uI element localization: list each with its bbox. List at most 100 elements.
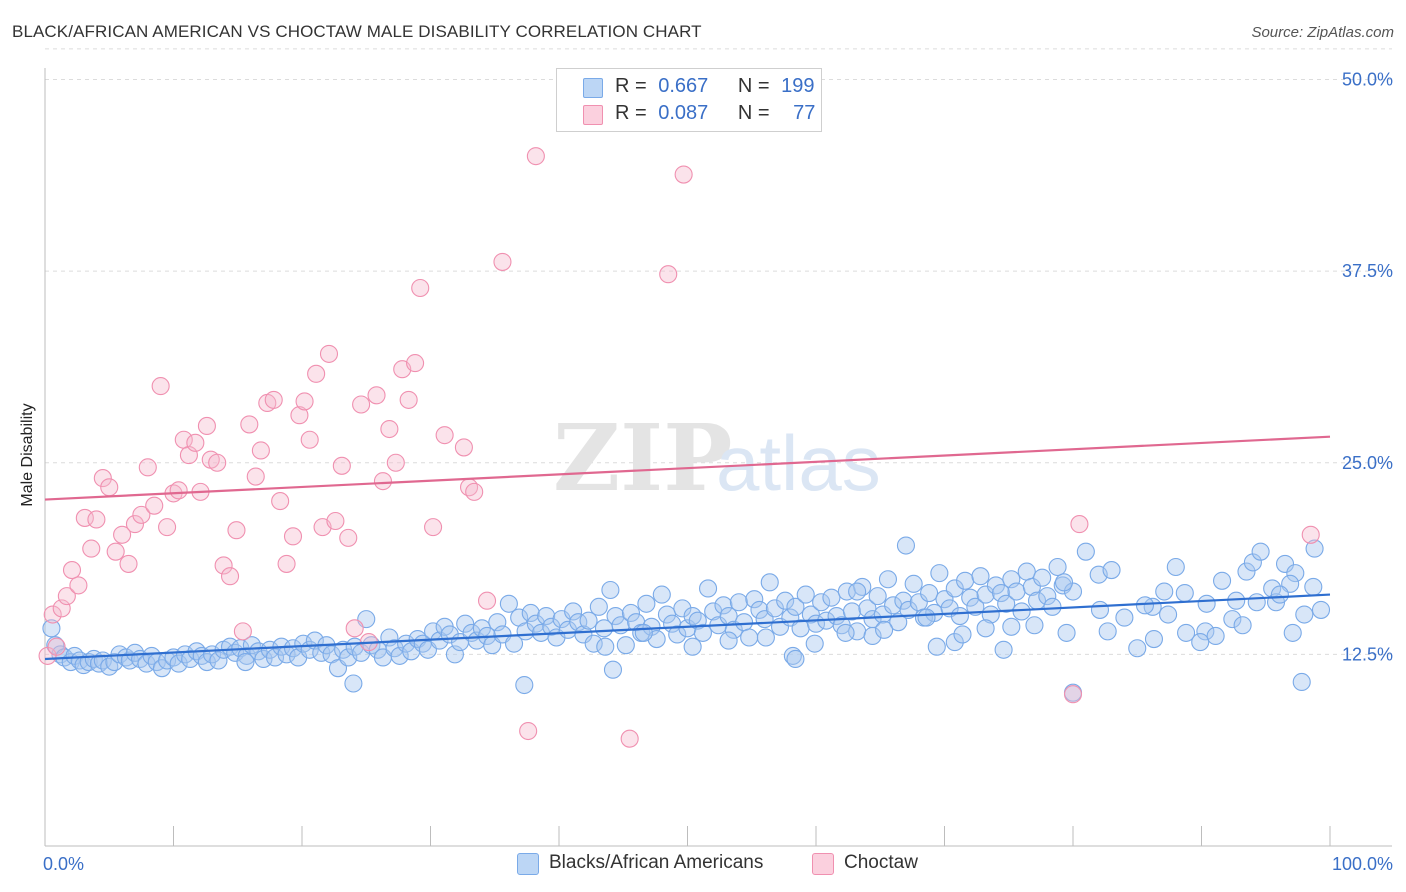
- point-choctaw: [526, 147, 545, 166]
- point-blacks: [42, 619, 61, 638]
- point-blacks: [526, 614, 545, 633]
- point-blacks: [945, 633, 964, 652]
- point-blacks: [994, 640, 1013, 659]
- point-choctaw: [406, 354, 425, 373]
- point-blacks: [734, 613, 754, 632]
- point-blacks: [521, 603, 540, 623]
- point-blacks: [904, 574, 923, 593]
- point-choctaw: [477, 591, 497, 610]
- point-blacks: [1286, 564, 1305, 583]
- point-choctaw: [240, 415, 259, 434]
- point-blacks: [693, 623, 712, 642]
- bottom-legend-label-blacks: Blacks/African Americans: [549, 852, 764, 873]
- point-choctaw: [47, 637, 66, 656]
- watermark-zip: ZIP: [553, 404, 732, 512]
- point-choctaw: [519, 721, 538, 741]
- point-choctaw: [411, 278, 430, 298]
- point-blacks: [756, 628, 775, 647]
- point-choctaw: [197, 416, 216, 436]
- point-blacks: [719, 631, 738, 650]
- point-blacks: [606, 606, 625, 626]
- point-blacks: [878, 570, 898, 589]
- point-blacks: [589, 597, 608, 616]
- point-choctaw: [227, 521, 246, 540]
- point-blacks: [971, 567, 990, 586]
- source-label: Source: ZipAtlas.com: [1251, 24, 1394, 41]
- point-blacks: [917, 608, 936, 627]
- point-blacks: [1038, 587, 1057, 606]
- point-choctaw: [75, 508, 94, 527]
- point-choctaw: [233, 622, 252, 641]
- point-blacks: [1237, 562, 1256, 581]
- point-blacks: [616, 636, 635, 655]
- correlation-legend: R = 0.667 N = 199 R = 0.087 N = 77: [556, 68, 822, 132]
- point-blacks: [1090, 600, 1110, 619]
- point-blacks: [842, 602, 862, 621]
- point-blacks: [1166, 557, 1185, 577]
- point-blacks: [1233, 616, 1252, 635]
- point-blacks: [786, 597, 805, 616]
- point-choctaw: [1301, 525, 1320, 544]
- point-blacks: [875, 620, 894, 639]
- trend-lines: [44, 435, 1331, 661]
- point-choctaw: [283, 527, 303, 546]
- point-blacks: [634, 623, 653, 642]
- point-blacks: [805, 634, 824, 653]
- point-blacks: [873, 605, 892, 624]
- point-choctaw: [82, 539, 101, 558]
- point-blacks: [1053, 576, 1072, 595]
- trend-line-blacks: [44, 593, 1331, 661]
- point-blacks: [668, 625, 687, 644]
- point-choctaw: [300, 430, 319, 449]
- point-blacks: [1295, 605, 1314, 624]
- point-blacks: [729, 593, 748, 612]
- point-choctaw: [119, 554, 138, 573]
- point-choctaw: [1070, 515, 1089, 534]
- point-blacks: [699, 579, 718, 598]
- point-blacks: [456, 614, 475, 633]
- bottom-legend-label-choctaw: Choctaw: [844, 852, 918, 873]
- point-blacks: [956, 571, 975, 590]
- point-choctaw: [113, 525, 132, 544]
- point-blacks: [997, 594, 1016, 613]
- point-blacks: [1223, 610, 1242, 629]
- point-blacks: [601, 580, 620, 600]
- point-blacks: [945, 579, 964, 598]
- bottom-legend-swatch-choctaw: [812, 853, 834, 875]
- point-choctaw: [169, 481, 188, 500]
- point-blacks: [836, 623, 855, 642]
- point-blacks: [1025, 616, 1044, 635]
- point-blacks: [863, 626, 882, 646]
- data-points: [38, 147, 1331, 748]
- point-choctaw: [454, 438, 473, 457]
- point-choctaw: [220, 567, 240, 586]
- y-tick-label: 50.0%: [1342, 70, 1393, 90]
- point-blacks: [776, 591, 795, 610]
- point-blacks: [652, 585, 671, 604]
- point-blacks: [1128, 639, 1147, 658]
- point-choctaw: [43, 605, 62, 624]
- bottom-legend-swatch-blacks: [517, 853, 539, 875]
- legend-n-label: N =: [737, 75, 770, 97]
- point-blacks: [254, 649, 273, 669]
- point-choctaw: [277, 554, 296, 573]
- point-blacks: [786, 649, 805, 669]
- point-blacks: [991, 584, 1011, 603]
- point-choctaw: [208, 453, 227, 472]
- point-blacks: [621, 603, 641, 623]
- trend-line-choctaw: [44, 435, 1331, 501]
- legend-swatch-blacks: [583, 78, 603, 98]
- point-choctaw: [424, 518, 443, 537]
- point-blacks: [1159, 605, 1178, 624]
- legend-swatch-choctaw: [583, 105, 603, 125]
- point-blacks: [169, 654, 188, 673]
- point-blacks: [209, 651, 228, 670]
- tick-labels: 12.5% 25.0% 37.5% 50.0% 0.0% 100.0%: [43, 70, 1393, 875]
- point-blacks: [927, 637, 946, 656]
- point-blacks: [596, 637, 615, 656]
- watermark: ZIPatlas: [553, 404, 881, 512]
- point-blacks: [499, 594, 518, 613]
- point-choctaw: [380, 419, 399, 439]
- x-tick-label: 100.0%: [1332, 854, 1393, 874]
